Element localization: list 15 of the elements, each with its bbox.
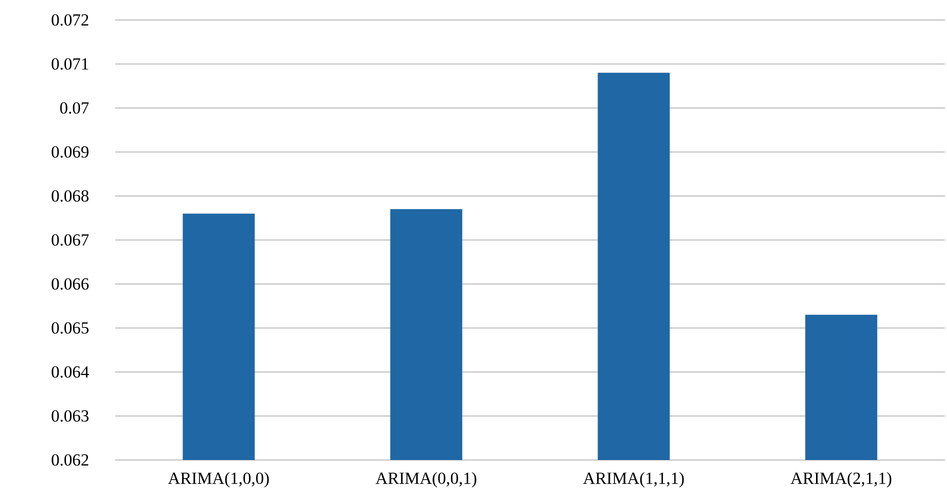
y-tick-label: 0.066 bbox=[52, 278, 89, 290]
x-tick-label: ARIMA(2,1,1) bbox=[790, 472, 892, 488]
y-tick-label: 0.067 bbox=[52, 234, 89, 246]
x-tick-label: ARIMA(1,0,0) bbox=[168, 472, 269, 488]
y-tick-label: 0.072 bbox=[52, 14, 88, 26]
y-tick-label: 0.07 bbox=[60, 102, 89, 114]
y-tick-label: 0.063 bbox=[52, 410, 89, 422]
y-tick-label: 0.064 bbox=[52, 366, 89, 378]
y-tick-label: 0.068 bbox=[52, 190, 89, 202]
y-tick-label: 0.069 bbox=[52, 146, 88, 158]
y-tick-label: 0.071 bbox=[52, 58, 88, 70]
y-tick-label: 0.062 bbox=[52, 454, 88, 466]
x-tick-label: ARIMA(0,0,1) bbox=[376, 472, 476, 488]
x-tick-label: ARIMA(1,1,1) bbox=[583, 472, 684, 488]
y-tick-label: 0.065 bbox=[52, 322, 89, 334]
